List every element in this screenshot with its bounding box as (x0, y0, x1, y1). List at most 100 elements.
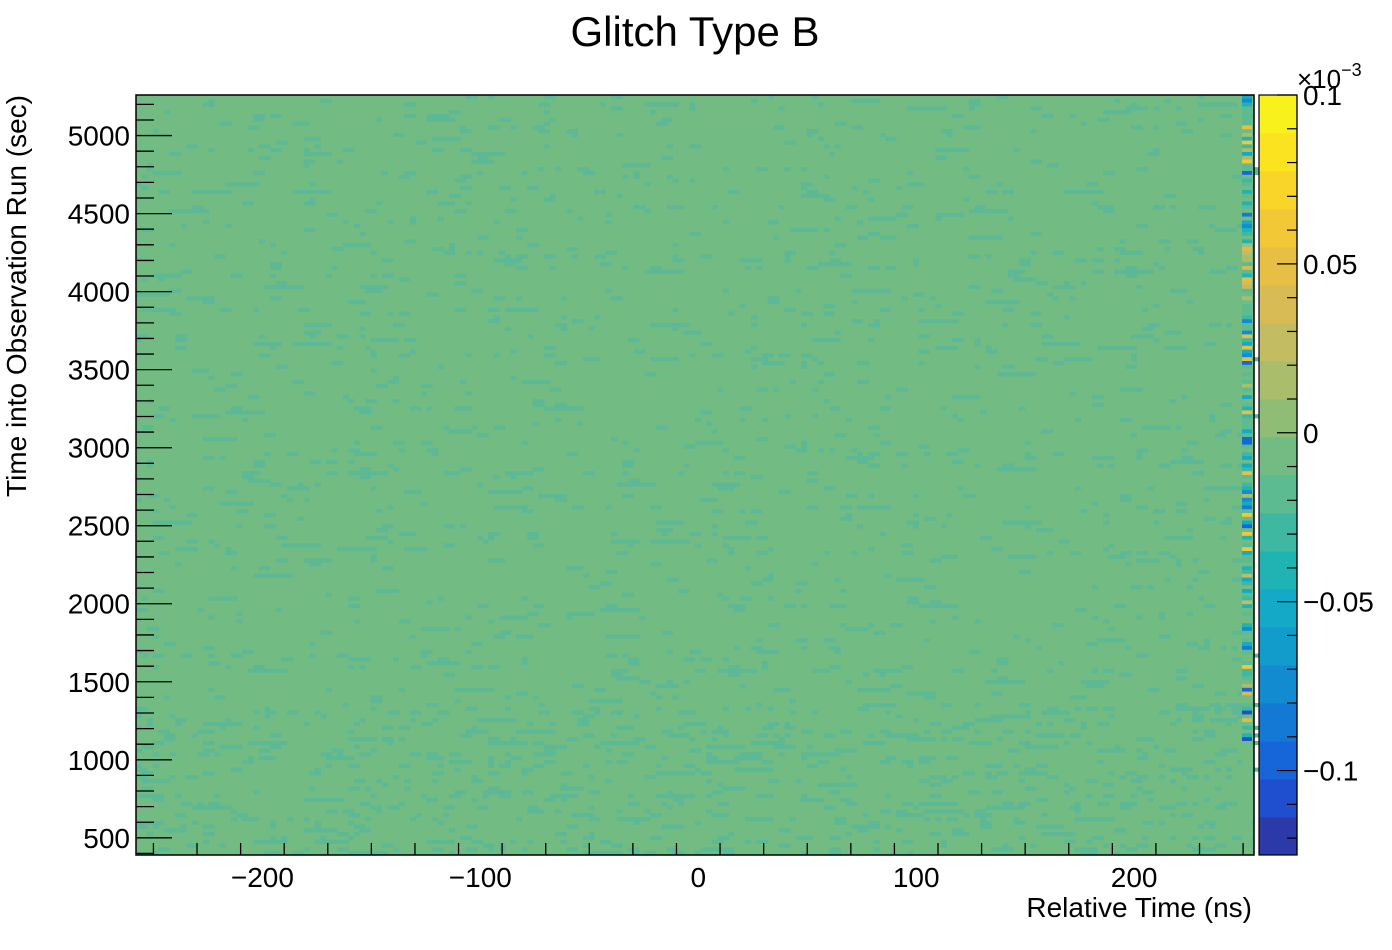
heatmap-cell (169, 209, 209, 214)
heatmap-cell (722, 596, 729, 601)
heatmap-cell (918, 319, 959, 324)
heatmap-cell (1242, 349, 1252, 354)
heatmap-cell (1075, 258, 1087, 263)
heatmap-cell (1075, 847, 1098, 852)
heatmap-cell (667, 174, 673, 179)
heatmap-cell (1242, 646, 1252, 651)
heatmap-cell (544, 345, 556, 350)
color-scale-axis: 0.10.050−0.05−0.1 (1277, 80, 1374, 855)
heatmap-cell (1131, 357, 1137, 362)
heatmap-cell (1075, 418, 1082, 423)
heatmap-cell (1108, 771, 1115, 776)
heatmap-cell (1153, 520, 1160, 525)
heatmap-cell (393, 657, 400, 662)
heatmap-cell (773, 125, 785, 130)
heatmap-cell (622, 653, 629, 658)
heatmap-cell (141, 186, 148, 191)
heatmap-cell (1142, 820, 1154, 825)
heatmap-cell (1114, 744, 1121, 749)
heatmap-cell (1242, 110, 1252, 115)
heatmap-cell (1242, 851, 1252, 856)
heatmap-cell (476, 171, 483, 176)
heatmap-cell (1170, 813, 1177, 818)
heatmap-cell (359, 285, 388, 290)
heatmap-cell (857, 380, 869, 385)
heatmap-cell (348, 786, 360, 791)
heatmap-cell (577, 167, 590, 172)
heatmap-cell (879, 729, 891, 734)
heatmap-cell (242, 760, 254, 765)
heatmap-cell (616, 482, 657, 487)
heatmap-cell (1242, 509, 1252, 514)
heatmap-cell (1242, 741, 1252, 746)
heatmap-cell (885, 266, 897, 271)
heatmap-cell (650, 813, 662, 818)
heatmap-cell (801, 798, 824, 803)
heatmap-cell (762, 661, 768, 666)
heatmap-cell (711, 532, 718, 537)
heatmap-cell (1008, 554, 1037, 559)
heatmap-cell (1242, 684, 1252, 689)
heatmap-cell (801, 182, 813, 187)
heatmap-cell (549, 117, 556, 122)
heatmap-cell (655, 771, 696, 776)
heatmap-cell (504, 326, 511, 331)
heatmap-cell (544, 95, 556, 100)
heatmap-cell (437, 596, 444, 601)
heatmap-cell (136, 182, 142, 187)
heatmap-cell (264, 513, 277, 518)
heatmap-cell (633, 737, 645, 742)
heatmap-cell (247, 395, 260, 400)
heatmap-cell (1108, 554, 1126, 559)
heatmap-cell (689, 748, 701, 753)
heatmap-cell (1158, 634, 1171, 639)
heatmap-cell (661, 117, 673, 122)
heatmap-cell (762, 353, 774, 358)
heatmap-cell (1242, 767, 1252, 772)
heatmap-cell (544, 353, 556, 358)
heatmap-cell (739, 304, 746, 309)
y-tick-label: 3500 (68, 355, 130, 386)
heatmap-cell (488, 490, 523, 495)
heatmap-cell (1153, 262, 1160, 267)
heatmap-cell (1186, 528, 1193, 533)
heatmap-cell (476, 604, 489, 609)
z-tick-label: 0.05 (1303, 249, 1358, 280)
heatmap-cell (1069, 391, 1076, 396)
heatmap-cell (644, 102, 679, 107)
heatmap-cell (940, 729, 953, 734)
heatmap-cell (342, 395, 349, 400)
heatmap-cell (968, 174, 981, 179)
heatmap-cell (1041, 334, 1054, 339)
heatmap-cell (1242, 611, 1252, 616)
heatmap-cell (348, 300, 366, 305)
heatmap-cell (857, 220, 863, 225)
plot-frame (135, 94, 1255, 856)
heatmap-cell (1242, 820, 1252, 825)
heatmap-cell (767, 573, 774, 578)
heatmap-cell (197, 801, 204, 806)
heatmap-cell (236, 524, 243, 529)
heatmap-cell (711, 482, 741, 487)
heatmap-cell (896, 813, 925, 818)
heatmap-cell (532, 402, 545, 407)
heatmap-cell (862, 813, 869, 818)
heatmap-cell (359, 334, 366, 339)
heatmap-cell (750, 345, 757, 350)
heatmap-cell (588, 790, 601, 795)
heatmap-cell (633, 448, 640, 453)
heatmap-cell (152, 763, 159, 768)
heatmap-cell (253, 307, 260, 312)
heatmap-cell (1175, 676, 1188, 681)
heatmap-cell (572, 254, 578, 259)
heatmap-cell (465, 353, 472, 358)
heatmap-cell (370, 353, 377, 358)
heatmap-cell (952, 615, 959, 620)
heatmap-cell (152, 520, 193, 525)
palette-segment (1259, 741, 1297, 780)
heatmap-cell (801, 193, 830, 198)
heatmap-cell (471, 779, 483, 784)
heatmap-cell (1136, 843, 1149, 848)
heatmap-cell (728, 311, 735, 316)
heatmap-cell (398, 448, 405, 453)
